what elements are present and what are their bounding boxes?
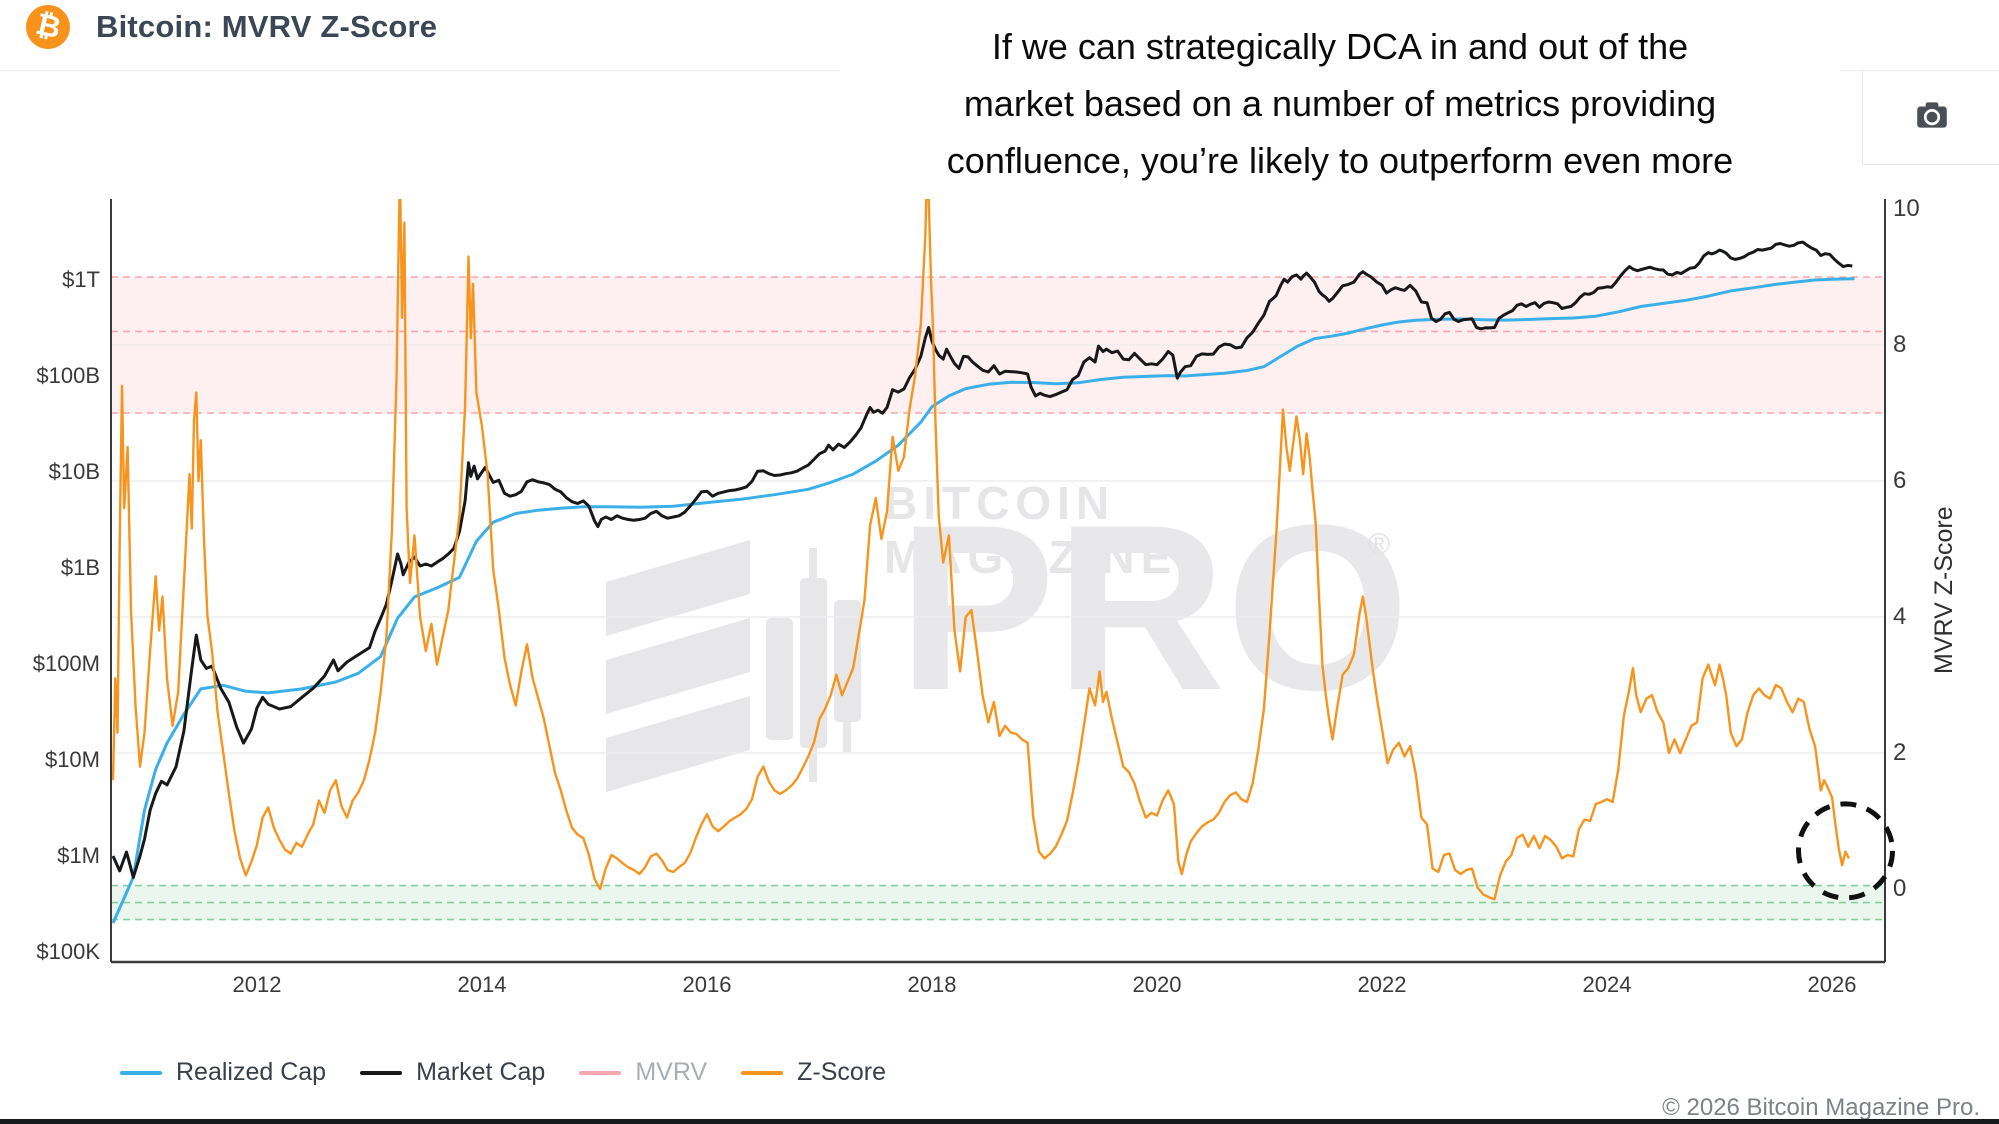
legend-item-mvrv[interactable]: MVRV xyxy=(579,1058,707,1087)
axis-tick-label: 4 xyxy=(1893,603,1907,630)
axis-tick-label: 2024 xyxy=(1582,972,1632,997)
legend-swatch-realized-cap xyxy=(120,1070,162,1075)
axis-tick-label: $100B xyxy=(36,363,100,388)
axis-tick-label: 2018 xyxy=(907,972,957,997)
legend-label: Market Cap xyxy=(416,1058,546,1086)
camera-button[interactable] xyxy=(1862,71,1999,165)
watermark-text-line1: BITCOIN MAGAZINE xyxy=(884,477,1178,583)
axis-tick-label: 0 xyxy=(1893,875,1907,902)
chart-legend: Realized Cap Market Cap MVRV Z-Score xyxy=(120,1058,886,1087)
axis-tick-label: $10B xyxy=(48,459,100,484)
axis-tick-label: 2 xyxy=(1893,739,1907,766)
legend-swatch-mvrv xyxy=(579,1070,622,1075)
annotation-line: market based on a number of metrics prov… xyxy=(963,83,1717,124)
camera-icon xyxy=(1913,98,1951,137)
axis-tick-label: 10 xyxy=(1893,195,1920,222)
legend-label: Z-Score xyxy=(797,1058,886,1086)
series-z-score xyxy=(111,199,1850,901)
axis-tick-label: $100K xyxy=(36,939,100,964)
page-title: Bitcoin: MVRV Z-Score xyxy=(96,9,438,44)
axis-tick-label: 2014 xyxy=(457,972,507,997)
axis-tick-label: $1B xyxy=(60,555,100,580)
axis-tick-label: $1T xyxy=(62,267,100,292)
axis-tick-label: 2020 xyxy=(1132,972,1182,997)
annotation-line: If we can strategically DCA in and out o… xyxy=(991,26,1689,67)
legend-item-market-cap[interactable]: Market Cap xyxy=(360,1058,545,1087)
watermark-registered-mark: ® xyxy=(1368,528,1391,561)
axis-tick-label: 2022 xyxy=(1357,972,1407,997)
legend-label: MVRV xyxy=(635,1058,708,1086)
axis-tick-label: 6 xyxy=(1893,467,1907,494)
dashed-circle-annotation xyxy=(1796,801,1895,901)
copyright-text: © 2026 Bitcoin Magazine Pro. xyxy=(1662,1094,1980,1121)
series-market-cap xyxy=(111,240,1853,879)
legend-item-z-score[interactable]: Z-Score xyxy=(741,1058,886,1087)
bottom-border-bar xyxy=(0,1119,1999,1124)
axis-tick-label: 2012 xyxy=(232,972,282,997)
axis-tick-label: 2026 xyxy=(1807,972,1857,997)
axis-tick-label: 2016 xyxy=(682,972,732,997)
annotation-note: If we can strategically DCA in and out o… xyxy=(840,18,1840,189)
axis-tick-label: $10M xyxy=(44,747,100,772)
series-realized-cap xyxy=(111,277,1855,924)
legend-label: Realized Cap xyxy=(176,1058,327,1086)
axis-tick-label: 8 xyxy=(1893,331,1907,358)
annotation-line: confluence, you’re likely to outperform … xyxy=(946,140,1734,181)
axis-tick-label: $1M xyxy=(57,843,100,868)
legend-item-realized-cap[interactable]: Realized Cap xyxy=(120,1058,326,1087)
axis-tick-label: $100M xyxy=(32,651,100,676)
legend-swatch-z-score xyxy=(741,1070,784,1075)
legend-swatch-market-cap xyxy=(360,1070,403,1075)
